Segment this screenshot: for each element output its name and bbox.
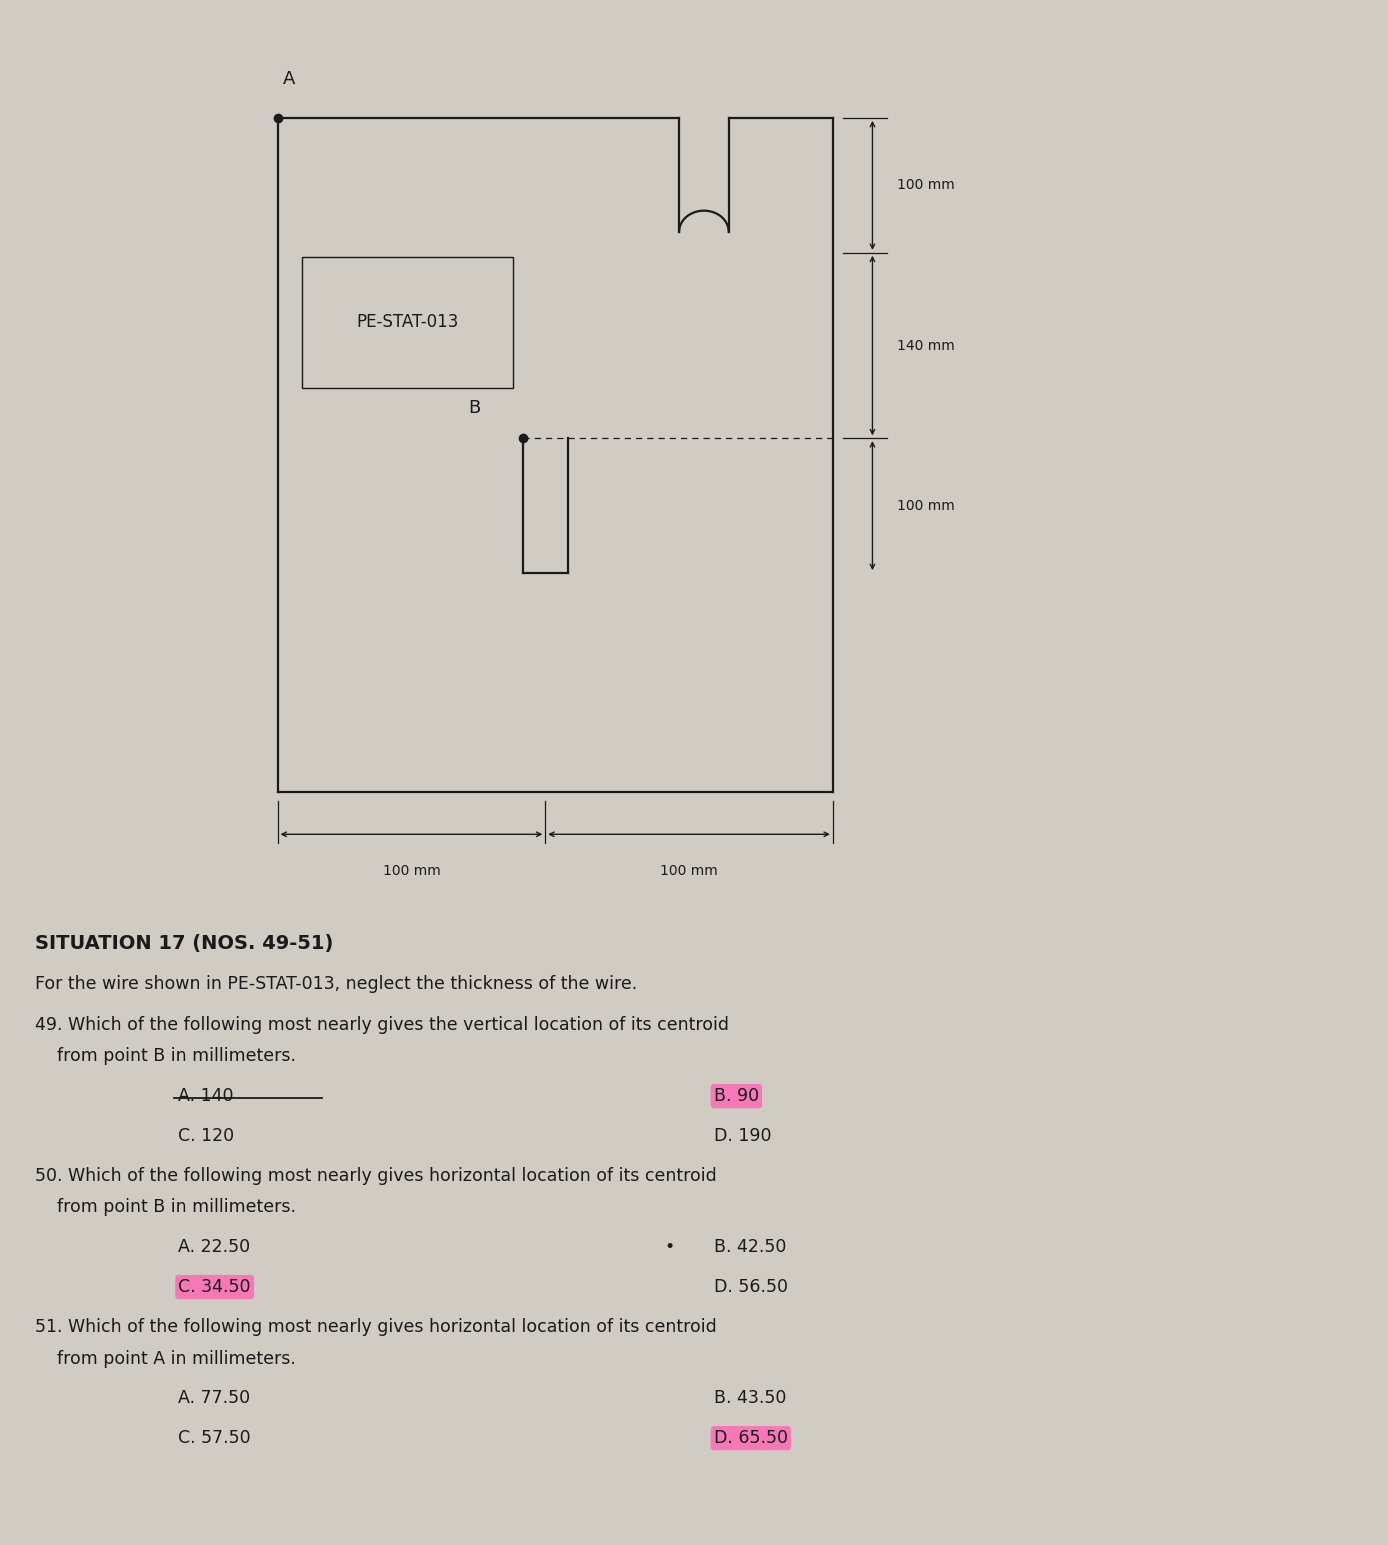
Text: C. 57.50: C. 57.50 — [179, 1429, 251, 1448]
Text: D. 190: D. 190 — [713, 1126, 772, 1145]
Text: 50. Which of the following most nearly gives horizontal location of its centroid: 50. Which of the following most nearly g… — [35, 1166, 716, 1185]
Text: SITUATION 17 (NOS. 49-51): SITUATION 17 (NOS. 49-51) — [35, 935, 333, 953]
Text: 100 mm: 100 mm — [897, 499, 955, 513]
Text: 140 mm: 140 mm — [897, 338, 955, 352]
Text: 100 mm: 100 mm — [661, 864, 718, 878]
Text: D. 65.50: D. 65.50 — [713, 1429, 788, 1448]
Text: from point B in millimeters.: from point B in millimeters. — [35, 1048, 296, 1066]
Text: D. 56.50: D. 56.50 — [713, 1278, 788, 1296]
Text: 51. Which of the following most nearly gives horizontal location of its centroid: 51. Which of the following most nearly g… — [35, 1318, 716, 1336]
Text: C. 120: C. 120 — [179, 1126, 235, 1145]
Text: from point A in millimeters.: from point A in millimeters. — [35, 1349, 296, 1367]
Text: A. 22.50: A. 22.50 — [179, 1238, 251, 1256]
Text: A. 140: A. 140 — [179, 1088, 235, 1105]
Bar — [303, 256, 514, 388]
Text: PE-STAT-013: PE-STAT-013 — [357, 314, 459, 331]
Text: For the wire shown in PE-STAT-013, neglect the thickness of the wire.: For the wire shown in PE-STAT-013, negle… — [35, 975, 637, 993]
Text: B. 90: B. 90 — [713, 1088, 759, 1105]
Text: A: A — [283, 71, 294, 88]
Text: A. 77.50: A. 77.50 — [179, 1389, 251, 1407]
Text: 100 mm: 100 mm — [383, 864, 440, 878]
Text: B. 43.50: B. 43.50 — [713, 1389, 786, 1407]
Text: 100 mm: 100 mm — [897, 178, 955, 193]
Text: B: B — [469, 399, 480, 417]
Text: B. 42.50: B. 42.50 — [713, 1238, 786, 1256]
Text: •: • — [665, 1238, 675, 1256]
Text: from point B in millimeters.: from point B in millimeters. — [35, 1199, 296, 1216]
Text: C. 34.50: C. 34.50 — [179, 1278, 251, 1296]
Text: 49. Which of the following most nearly gives the vertical location of its centro: 49. Which of the following most nearly g… — [35, 1015, 729, 1034]
